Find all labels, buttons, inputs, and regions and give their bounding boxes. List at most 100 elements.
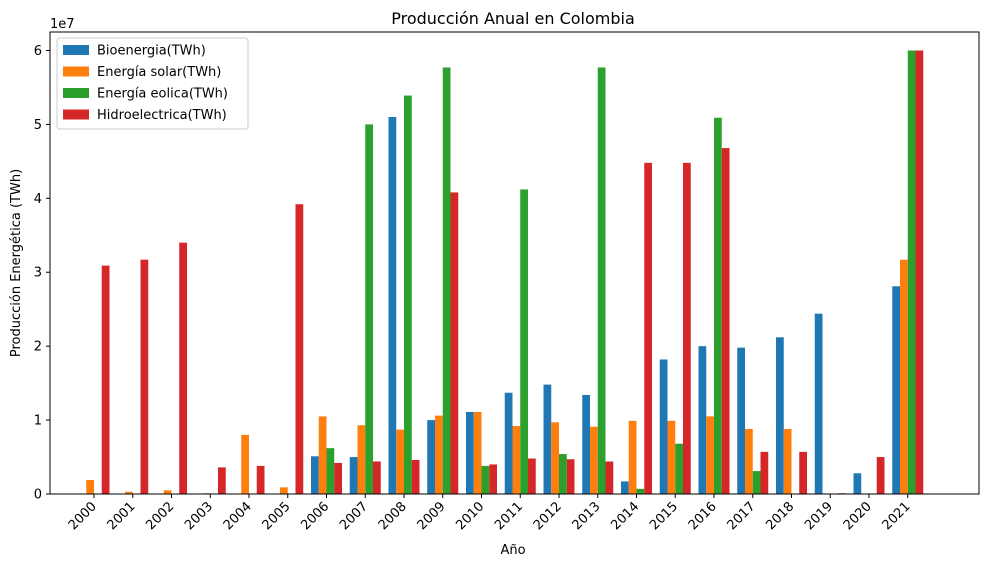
bar [504,392,513,494]
bar [140,259,149,494]
bar [318,416,327,494]
bar [450,192,459,494]
bar [559,454,567,494]
x-tick-label: 2004 [221,499,255,533]
y-tick-label: 2 [34,340,42,355]
y-tick-label: 3 [34,266,42,281]
x-tick-label: 2010 [453,499,487,533]
y-tick-label: 4 [34,192,42,207]
bar [442,67,451,494]
x-tick-label: 2003 [182,499,216,533]
y-tick-label: 0 [34,488,42,503]
x-axis-label: Año [500,543,525,558]
bar [892,286,900,494]
bar [295,204,304,495]
legend-swatch [63,88,89,98]
bar [737,347,745,494]
bar [814,313,823,494]
y-tick-label: 1 [34,414,42,429]
y-tick-label: 5 [34,118,42,133]
bar [86,479,94,494]
bar [752,471,761,494]
legend-swatch [63,66,89,77]
bar [466,411,474,494]
bar [915,50,924,494]
bar [512,425,521,494]
bar [101,265,110,494]
bar [605,461,614,494]
legend-label: Energía solar(TWh) [97,65,221,80]
bar [799,451,807,494]
bar [636,488,645,494]
bar [311,456,319,494]
bar [876,457,885,494]
plot-frame [49,31,980,495]
bar [566,459,575,494]
bar [373,461,381,494]
bar [551,422,559,494]
bar [256,465,265,494]
bar [675,443,683,494]
bar [853,473,862,494]
bar [388,117,397,494]
bar [907,50,916,494]
x-tick-label: 2008 [376,499,410,533]
legend-label: Hidroelectrica(TWh) [97,108,227,123]
x-axis-ticks: 2000 2001 2002 2003 2004 2005 2006 2007 2008 2009… [66,494,914,533]
bar [528,458,536,494]
bar [745,428,753,494]
bar [900,259,908,494]
bar [706,416,714,494]
bar [667,420,676,494]
x-tick-label: 2002 [143,499,177,533]
bar [721,148,730,495]
x-tick-label: 2015 [647,499,681,533]
bar [698,346,707,494]
bar [357,425,366,494]
bar [590,426,598,494]
bar [241,434,249,494]
bar [349,457,358,494]
bar [365,124,373,495]
bar [427,420,435,494]
y-tick-label: 6 [34,44,42,59]
legend-swatch [63,45,89,55]
bar [543,384,552,494]
legend-label: Bioenergia(TWh) [97,44,206,59]
bar [714,117,722,494]
x-tick-label: 2014 [608,499,642,533]
bar [334,462,342,494]
chart-title: Producción Anual en Colombia [391,9,635,28]
bar [760,451,769,494]
legend-frame [56,37,249,130]
x-tick-label: 2013 [570,499,604,533]
bar [597,67,606,494]
bar [326,448,335,494]
bar [473,411,482,494]
bar [435,415,443,494]
y-axis-ticks: 0 1 2 3 4 5 6 [34,44,50,503]
bars-layer [86,50,924,495]
x-tick-label: 2000 [66,499,100,533]
bar [411,460,420,494]
x-tick-label: 2021 [880,499,914,533]
bar [776,337,784,494]
bar [628,420,637,494]
x-tick-label: 2016 [686,499,720,533]
bar [280,487,288,494]
y-axis-label: Producción Energética (TWh) [9,169,24,357]
bar [396,429,404,494]
bar [163,490,172,494]
legend: Bioenergia(TWh) Energía solar(TWh) Energía… [56,37,249,130]
x-tick-label: 2019 [802,499,836,533]
bar [404,95,412,494]
x-tick-label: 2001 [105,499,139,533]
x-tick-label: 2007 [337,499,371,533]
x-tick-label: 2005 [260,499,294,533]
bar [481,465,490,494]
bar [489,464,497,494]
bar [783,428,792,494]
bar [582,394,590,494]
bar [659,359,668,494]
